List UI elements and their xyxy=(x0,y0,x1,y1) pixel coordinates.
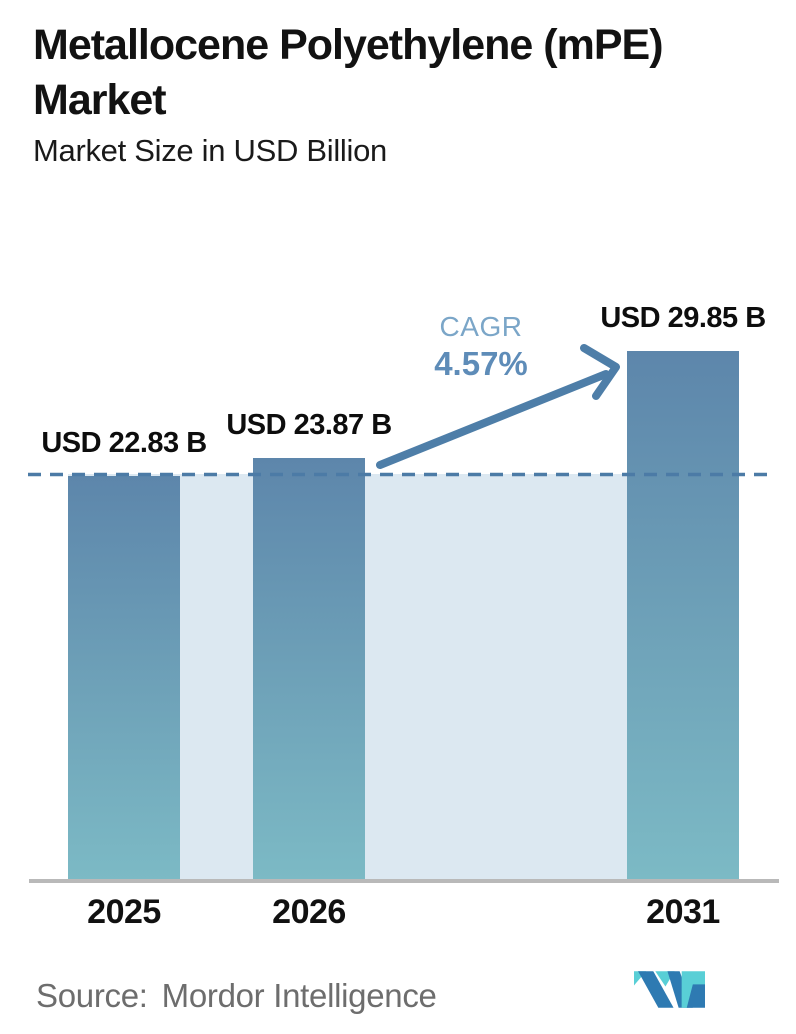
bar-2025 xyxy=(68,475,180,881)
source-name: Mordor Intelligence xyxy=(161,977,437,1014)
x-axis-label-2026: 2026 xyxy=(272,893,346,931)
source-label: Source: xyxy=(36,977,148,1014)
cagr-value: 4.57% xyxy=(434,345,528,382)
x-axis-line xyxy=(29,879,779,883)
cagr-label: CAGR xyxy=(439,311,523,342)
title-line-1: Metallocene Polyethylene (mPE) xyxy=(33,21,664,69)
bar-2026 xyxy=(253,457,365,881)
value-label-2026: USD 23.87 B xyxy=(226,408,392,441)
x-axis-label-2031: 2031 xyxy=(646,893,720,931)
bar-2031 xyxy=(627,351,739,881)
source-attribution: Source: Mordor Intelligence xyxy=(36,977,437,1015)
value-label-2031: USD 29.85 B xyxy=(600,302,766,335)
page-title: Metallocene Polyethylene (mPE) Market xyxy=(33,18,773,127)
cagr-arrow-head xyxy=(580,344,620,400)
chart-subtitle: Market Size in USD Billion xyxy=(33,133,387,168)
value-label-2025: USD 22.83 B xyxy=(41,426,207,459)
title-line-2: Market xyxy=(33,75,167,124)
mordor-intelligence-logo xyxy=(634,971,705,1008)
x-axis-label-2025: 2025 xyxy=(87,893,161,931)
